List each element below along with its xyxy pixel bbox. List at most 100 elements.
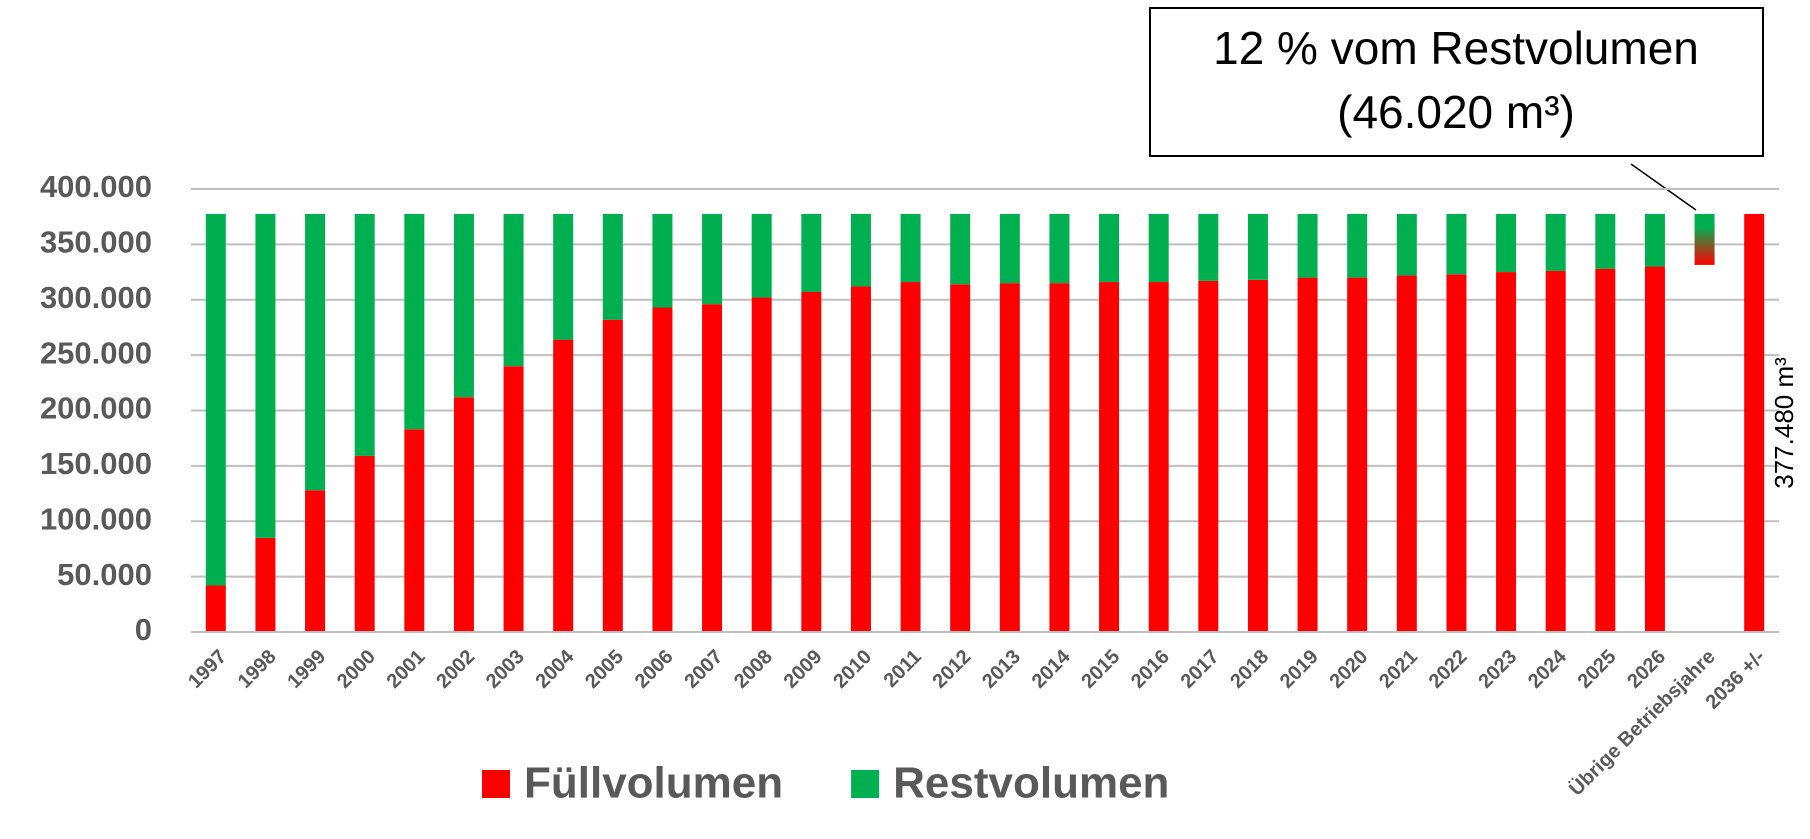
bar-segment xyxy=(1595,268,1616,632)
bar-segment xyxy=(453,397,474,632)
y-tick-label: 100.000 xyxy=(40,501,152,536)
bar-segment xyxy=(354,213,375,456)
bar-segment xyxy=(1446,274,1467,632)
x-tick-label: 2010 xyxy=(829,646,876,693)
legend-swatch xyxy=(851,770,880,798)
bar-segment xyxy=(1644,213,1665,267)
bar-segment xyxy=(900,213,921,283)
x-tick-label: 2015 xyxy=(1077,646,1124,693)
bar-segment xyxy=(1148,213,1169,283)
bar-segment xyxy=(602,319,623,632)
bar-segment xyxy=(1595,213,1616,269)
x-tick-label: 2016 xyxy=(1127,646,1174,693)
bar-segment xyxy=(1347,213,1368,278)
x-tick-label: 2024 xyxy=(1524,645,1572,693)
bar-segment xyxy=(1049,213,1070,284)
bar-segment xyxy=(305,490,326,632)
bar-segment xyxy=(205,585,226,632)
y-tick-label: 0 xyxy=(135,612,152,647)
legend-swatch xyxy=(482,770,510,798)
x-tick-label: 2001 xyxy=(383,646,430,693)
data-label: 377.480 m³ xyxy=(1769,357,1799,489)
y-tick-label: 200.000 xyxy=(40,391,152,426)
bar-segment xyxy=(999,213,1020,284)
bar-segment xyxy=(900,282,921,632)
y-tick-label: 400.000 xyxy=(40,169,152,204)
y-tick-label: 300.000 xyxy=(40,280,152,315)
bar-segment xyxy=(1496,272,1517,632)
legend-label: Restvolumen xyxy=(893,759,1169,808)
bar-segment xyxy=(354,455,375,632)
bar-segment xyxy=(602,213,623,320)
x-tick-label: 2011 xyxy=(880,646,926,692)
x-tick-label: 2013 xyxy=(978,646,1025,693)
bar-segment xyxy=(1496,213,1517,273)
bar-segment xyxy=(999,283,1020,632)
bar-segment xyxy=(801,291,822,632)
bar-segment xyxy=(1099,282,1120,632)
bar-segment xyxy=(1247,279,1268,632)
x-tick-label: 2000 xyxy=(333,646,380,693)
bar-segment xyxy=(1198,213,1219,281)
x-tick-label: 2025 xyxy=(1574,646,1621,693)
x-tick-label: 2020 xyxy=(1325,646,1372,693)
x-tick-label: 2014 xyxy=(1028,645,1076,693)
y-tick-label: 250.000 xyxy=(40,335,152,370)
x-tick-label: 2007 xyxy=(680,646,727,693)
x-tick-label: 2004 xyxy=(531,645,579,693)
x-tick-label: 2005 xyxy=(581,646,628,693)
x-tick-label: 2003 xyxy=(482,646,529,693)
bar-segment xyxy=(1198,280,1219,632)
bar-segment xyxy=(1644,266,1665,632)
x-tick-label: 2019 xyxy=(1276,646,1323,693)
y-tick-label: 150.000 xyxy=(40,446,152,481)
x-tick-label: 2023 xyxy=(1474,646,1521,693)
bar-segment xyxy=(553,213,574,340)
bar-segment xyxy=(205,213,226,586)
bar-segment xyxy=(1396,275,1417,632)
leader-line xyxy=(1630,163,1697,211)
bar-segment xyxy=(503,366,524,632)
bar-segment xyxy=(404,429,425,632)
x-tick-label: 2002 xyxy=(432,646,479,693)
annotation-box xyxy=(1149,7,1764,157)
bar-segment xyxy=(950,213,971,285)
bar-segment xyxy=(850,213,871,287)
y-tick-label: 50.000 xyxy=(57,557,152,592)
y-tick-label: 350.000 xyxy=(40,225,152,260)
bar-segment xyxy=(1545,270,1566,632)
bar-segment xyxy=(1446,213,1467,275)
bar-segment xyxy=(553,339,574,632)
annotation-text: (46.020 m³) xyxy=(1337,86,1575,138)
x-tick-label: 2006 xyxy=(631,646,678,693)
floating-bar xyxy=(1694,213,1715,265)
bar-segment xyxy=(255,213,276,538)
bar-segment xyxy=(255,537,276,632)
bar-segment xyxy=(305,213,326,491)
bar-segment xyxy=(1148,282,1169,632)
x-tick-label: 2012 xyxy=(928,646,975,693)
x-tick-label: 2008 xyxy=(730,646,777,693)
x-tick-label: 2009 xyxy=(780,646,827,693)
x-tick-label: 1998 xyxy=(234,646,281,693)
bar-segment xyxy=(503,213,524,367)
annotation-text: 12 % vom Restvolumen xyxy=(1213,22,1699,74)
bar-segment xyxy=(1297,277,1318,632)
x-tick-label: 2021 xyxy=(1375,646,1422,693)
x-tick-label: 2022 xyxy=(1425,646,1472,693)
bar-segment xyxy=(652,213,673,308)
bar-segment xyxy=(1396,213,1417,276)
bar-segment xyxy=(1049,283,1070,632)
bar-segment xyxy=(850,286,871,632)
bar-segment xyxy=(751,297,772,632)
bar-segment xyxy=(1247,213,1268,280)
legend-label: Füllvolumen xyxy=(524,759,783,808)
bar-segment xyxy=(652,307,673,632)
bar-segment xyxy=(1099,213,1120,283)
bar-segment xyxy=(751,213,772,298)
x-tick-label: 2017 xyxy=(1177,646,1224,693)
bar-segment xyxy=(1347,277,1368,632)
bar-segment xyxy=(404,213,425,430)
bar-segment xyxy=(1297,213,1318,278)
